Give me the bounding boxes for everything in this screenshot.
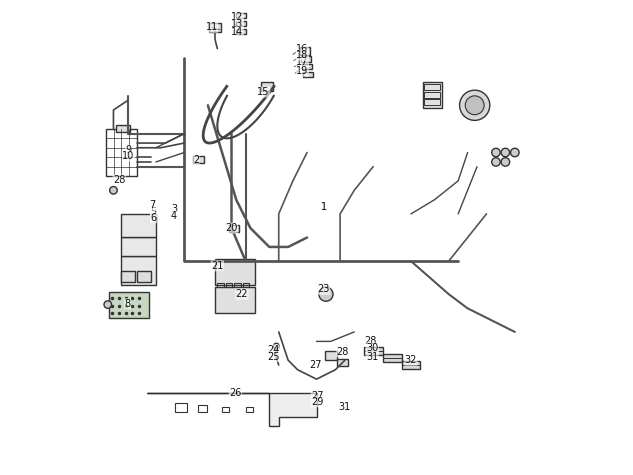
Bar xyxy=(120,271,135,282)
Text: 12: 12 xyxy=(231,11,243,21)
Circle shape xyxy=(511,148,519,157)
Bar xyxy=(120,256,156,285)
Circle shape xyxy=(465,96,484,115)
Circle shape xyxy=(110,187,117,194)
Bar xyxy=(235,21,246,27)
Bar xyxy=(424,99,440,105)
Text: 1: 1 xyxy=(320,202,327,212)
Bar xyxy=(301,56,311,62)
Text: 31: 31 xyxy=(366,352,379,361)
Bar xyxy=(261,82,273,91)
Circle shape xyxy=(460,90,490,120)
Circle shape xyxy=(501,148,510,157)
Text: 21: 21 xyxy=(211,261,223,271)
Bar xyxy=(299,48,310,55)
Bar xyxy=(303,64,312,69)
Bar xyxy=(235,13,246,19)
Bar xyxy=(423,82,442,108)
Text: 26: 26 xyxy=(229,389,241,399)
Bar xyxy=(120,214,156,238)
Text: 15: 15 xyxy=(258,87,270,97)
Text: 24: 24 xyxy=(267,345,279,355)
Text: 22: 22 xyxy=(235,289,248,299)
Bar xyxy=(235,29,246,35)
Text: 14: 14 xyxy=(231,27,243,37)
Circle shape xyxy=(501,158,510,166)
Text: 3: 3 xyxy=(171,204,177,214)
Bar xyxy=(193,156,204,163)
Text: 13: 13 xyxy=(231,19,243,29)
Bar xyxy=(424,84,440,90)
Text: 25: 25 xyxy=(266,352,279,361)
Bar xyxy=(215,259,255,285)
Text: 20: 20 xyxy=(225,223,237,233)
Text: 16: 16 xyxy=(296,44,308,54)
Bar xyxy=(337,359,348,366)
Bar xyxy=(116,125,130,133)
Bar xyxy=(234,283,241,287)
Text: 29: 29 xyxy=(311,397,323,407)
Text: 17: 17 xyxy=(296,57,308,67)
Bar xyxy=(382,354,401,361)
Text: 10: 10 xyxy=(122,151,135,162)
Text: 6: 6 xyxy=(151,213,156,223)
Text: 5: 5 xyxy=(151,207,157,217)
Bar xyxy=(217,283,224,287)
Bar xyxy=(109,292,149,318)
Bar xyxy=(106,129,137,176)
Bar xyxy=(325,352,337,360)
Bar xyxy=(175,403,187,412)
Polygon shape xyxy=(146,393,316,427)
Text: 31: 31 xyxy=(339,402,351,412)
Bar xyxy=(243,283,249,287)
Bar xyxy=(246,407,253,412)
Text: 19: 19 xyxy=(296,66,308,76)
Text: 8: 8 xyxy=(125,299,130,309)
Bar xyxy=(198,405,207,412)
Text: 1: 1 xyxy=(320,202,327,212)
Text: 11: 11 xyxy=(206,22,218,32)
Text: 23: 23 xyxy=(317,285,330,294)
Text: 27: 27 xyxy=(310,360,322,370)
Bar xyxy=(424,92,440,98)
Bar xyxy=(401,361,420,369)
Text: 28: 28 xyxy=(364,336,377,346)
Text: 9: 9 xyxy=(125,145,132,155)
Text: 4: 4 xyxy=(171,211,177,221)
Bar xyxy=(303,72,313,77)
Circle shape xyxy=(492,158,500,166)
Bar xyxy=(215,287,255,313)
Text: 18: 18 xyxy=(296,50,308,60)
Circle shape xyxy=(273,343,279,349)
Text: 32: 32 xyxy=(404,355,417,365)
Bar xyxy=(120,238,156,256)
Text: 30: 30 xyxy=(366,343,379,353)
Bar xyxy=(209,23,221,32)
Bar xyxy=(222,407,229,412)
Text: 28: 28 xyxy=(113,175,125,185)
Bar xyxy=(137,271,151,282)
Bar xyxy=(226,283,232,287)
Circle shape xyxy=(492,148,500,157)
Circle shape xyxy=(319,287,333,301)
Text: 7: 7 xyxy=(149,200,155,210)
Text: 28: 28 xyxy=(336,347,349,357)
Circle shape xyxy=(104,301,111,308)
Text: 27: 27 xyxy=(311,391,323,401)
Bar xyxy=(364,347,382,355)
Bar xyxy=(229,225,239,232)
Text: 2: 2 xyxy=(193,154,199,164)
